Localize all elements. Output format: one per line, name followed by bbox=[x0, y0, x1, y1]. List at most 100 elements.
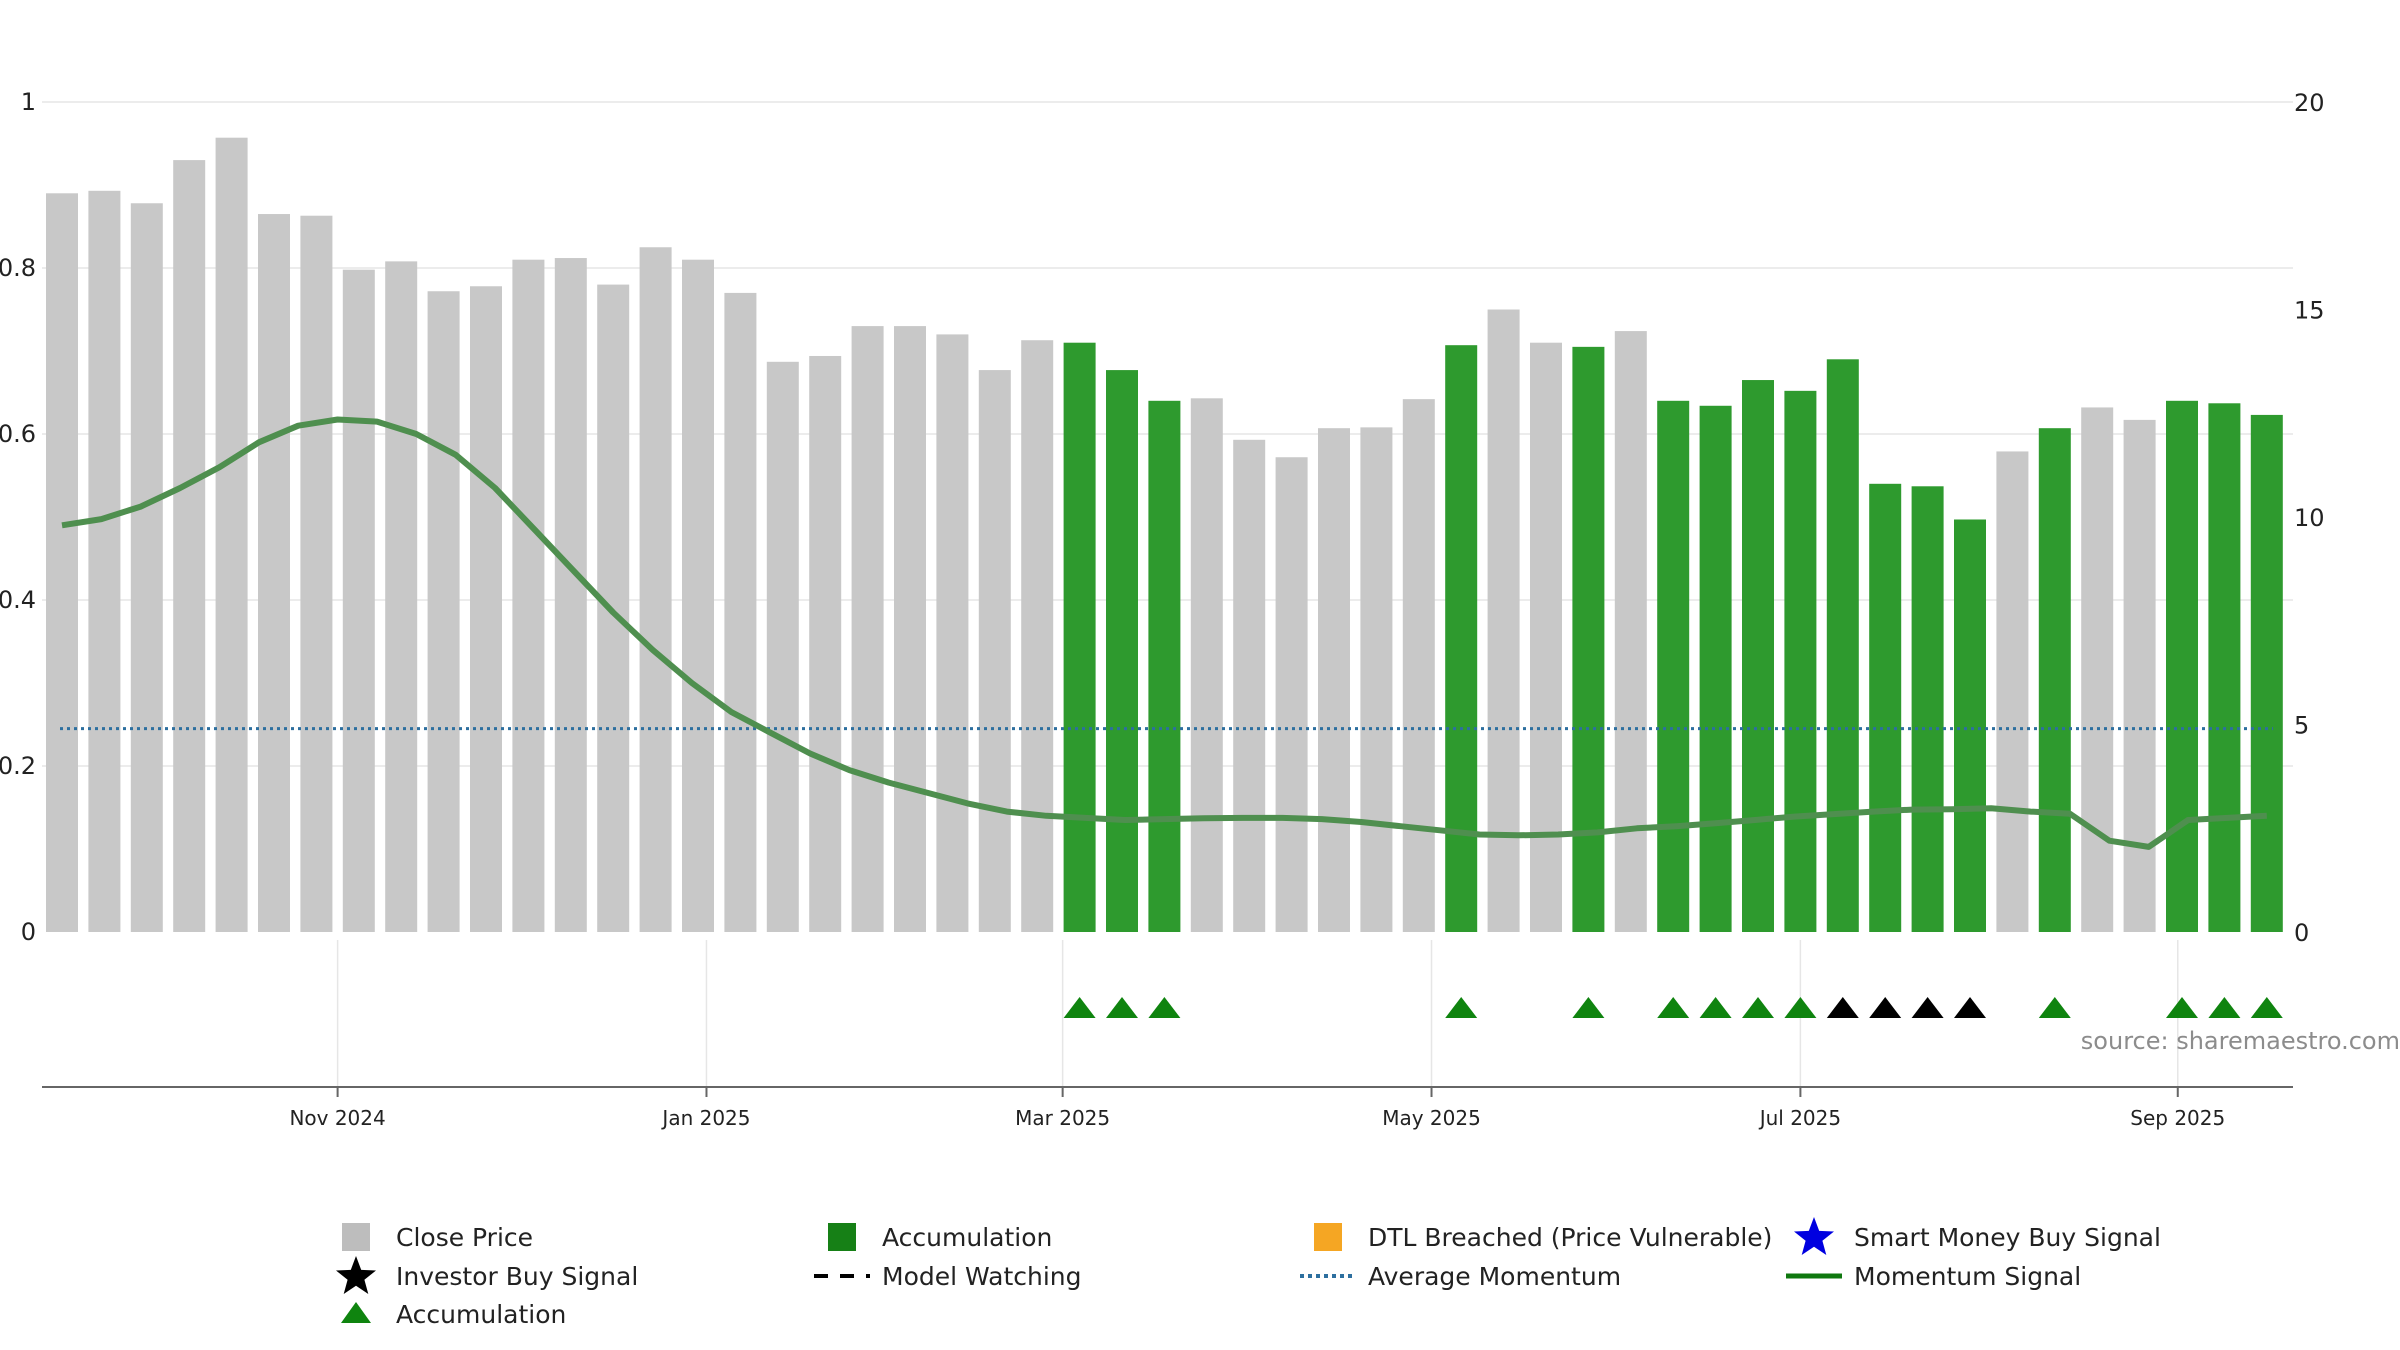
right-tick-label: 5 bbox=[2294, 712, 2309, 740]
x-tick-label: May 2025 bbox=[1382, 1106, 1481, 1130]
signal-markers bbox=[1063, 997, 2283, 1018]
close-price-bar bbox=[894, 326, 926, 933]
accumulation-bar bbox=[1657, 400, 1690, 932]
accumulation-triangle bbox=[2038, 997, 2071, 1018]
legend-label: Accumulation bbox=[882, 1223, 1052, 1252]
accumulation-triangle bbox=[1742, 997, 1774, 1018]
close-price-bar bbox=[300, 215, 333, 932]
accumulation-triangle bbox=[2208, 997, 2241, 1018]
accumulation-bar bbox=[1148, 400, 1181, 932]
legend-label: Close Price bbox=[396, 1223, 533, 1252]
investor-signal-triangle bbox=[1954, 997, 1986, 1018]
left-tick-label: 0.2 bbox=[0, 752, 36, 780]
legend-symbol-square-green bbox=[828, 1223, 856, 1251]
close-price-bar bbox=[1487, 309, 1520, 932]
legend-label: Accumulation bbox=[396, 1300, 566, 1329]
close-price-bar bbox=[1021, 340, 1054, 933]
legend-symbol-square-grey bbox=[342, 1223, 370, 1251]
momentum-line bbox=[61, 416, 2267, 850]
legend-symbol-star-black bbox=[336, 1256, 376, 1294]
accumulation-bar bbox=[1954, 519, 1986, 932]
accumulation-bar bbox=[1699, 405, 1732, 932]
legend-label: Momentum Signal bbox=[1854, 1262, 2081, 1291]
close-price-bar bbox=[215, 137, 248, 932]
accumulation-triangle bbox=[1657, 997, 1690, 1018]
accumulation-triangle bbox=[1148, 997, 1181, 1018]
axes bbox=[42, 1086, 2293, 1097]
close-price-bar bbox=[88, 190, 121, 932]
accumulation-triangle bbox=[1106, 997, 1138, 1018]
investor-signal-triangle bbox=[1826, 997, 1859, 1018]
x-tick-label: Mar 2025 bbox=[1015, 1106, 1110, 1130]
investor-signal-triangle bbox=[1911, 997, 1944, 1018]
close-price-bar bbox=[1233, 439, 1266, 932]
legend-label: Investor Buy Signal bbox=[396, 1262, 638, 1291]
legend-label: Average Momentum bbox=[1368, 1262, 1621, 1291]
accumulation-bar bbox=[1742, 380, 1774, 932]
accumulation-triangle bbox=[1784, 997, 1817, 1018]
close-price-bar bbox=[724, 292, 757, 932]
accumulation-bar bbox=[1869, 483, 1902, 932]
close-price-bar bbox=[427, 291, 460, 932]
close-price-bar bbox=[1402, 399, 1435, 932]
close-price-bar bbox=[2081, 407, 2114, 932]
close-price-bar bbox=[342, 269, 375, 932]
accumulation-bar bbox=[2208, 403, 2241, 932]
accumulation-triangle bbox=[2166, 997, 2198, 1018]
accumulation-bar bbox=[1063, 342, 1096, 932]
accumulation-triangle bbox=[1699, 997, 1732, 1018]
right-tick-label: 10 bbox=[2294, 504, 2325, 532]
close-price-bar bbox=[639, 247, 672, 932]
source-label: source: sharemaestro.com bbox=[2081, 1027, 2400, 1055]
bars bbox=[46, 137, 2283, 933]
momentum-signal-line bbox=[61, 416, 2267, 850]
close-price-bar bbox=[851, 326, 884, 933]
close-price-bar bbox=[554, 258, 587, 932]
close-price-bar bbox=[766, 361, 799, 932]
close-price-bar bbox=[1614, 331, 1647, 933]
accumulation-bar bbox=[1826, 359, 1859, 932]
x-tick-label: Jan 2025 bbox=[660, 1106, 750, 1130]
legend-label: Model Watching bbox=[882, 1262, 1082, 1291]
accumulation-bar bbox=[2166, 400, 2198, 932]
close-price-bar bbox=[682, 259, 714, 932]
close-price-bar bbox=[978, 370, 1011, 933]
left-tick-label: 0.8 bbox=[0, 254, 36, 282]
close-price-bar bbox=[130, 203, 163, 932]
accumulation-bar bbox=[1572, 346, 1605, 933]
close-price-bar bbox=[385, 261, 418, 932]
accumulation-bar bbox=[1106, 370, 1138, 933]
close-price-bar bbox=[470, 286, 502, 932]
right-tick-label: 20 bbox=[2294, 89, 2325, 117]
left-tick-label: 1 bbox=[21, 88, 36, 116]
accumulation-triangle bbox=[2250, 997, 2283, 1018]
close-price-bar bbox=[1996, 451, 2029, 932]
accumulation-bar bbox=[2250, 414, 2283, 932]
close-price-bar bbox=[46, 193, 78, 933]
close-price-bar bbox=[1275, 457, 1308, 932]
close-price-bar bbox=[1190, 398, 1223, 932]
legend: Close Price Accumulation DTL Breached (Pri… bbox=[336, 1217, 2161, 1329]
x-tick-label: Nov 2024 bbox=[289, 1106, 385, 1130]
x-tick-label: Jul 2025 bbox=[1758, 1106, 1841, 1130]
accumulation-triangle bbox=[1445, 997, 1478, 1018]
close-price-bar bbox=[809, 355, 842, 933]
left-tick-label: 0 bbox=[21, 918, 36, 946]
legend-label: DTL Breached (Price Vulnerable) bbox=[1368, 1223, 1772, 1252]
close-price-bar bbox=[173, 160, 206, 933]
x-tick-label: Sep 2025 bbox=[2130, 1106, 2225, 1130]
close-price-bar bbox=[1360, 427, 1393, 932]
left-tick-label: 0.6 bbox=[0, 420, 36, 448]
close-price-bar bbox=[512, 259, 545, 932]
accumulation-bar bbox=[1784, 390, 1817, 933]
close-price-bar bbox=[1530, 342, 1562, 932]
legend-label: Smart Money Buy Signal bbox=[1854, 1223, 2161, 1252]
accumulation-bar bbox=[1911, 486, 1944, 932]
close-price-bar bbox=[1318, 428, 1350, 932]
close-price-bar bbox=[258, 214, 290, 933]
legend-symbol-square-orange bbox=[1314, 1223, 1342, 1251]
accumulation-bar bbox=[2038, 428, 2071, 932]
investor-signal-triangle bbox=[1869, 997, 1902, 1018]
